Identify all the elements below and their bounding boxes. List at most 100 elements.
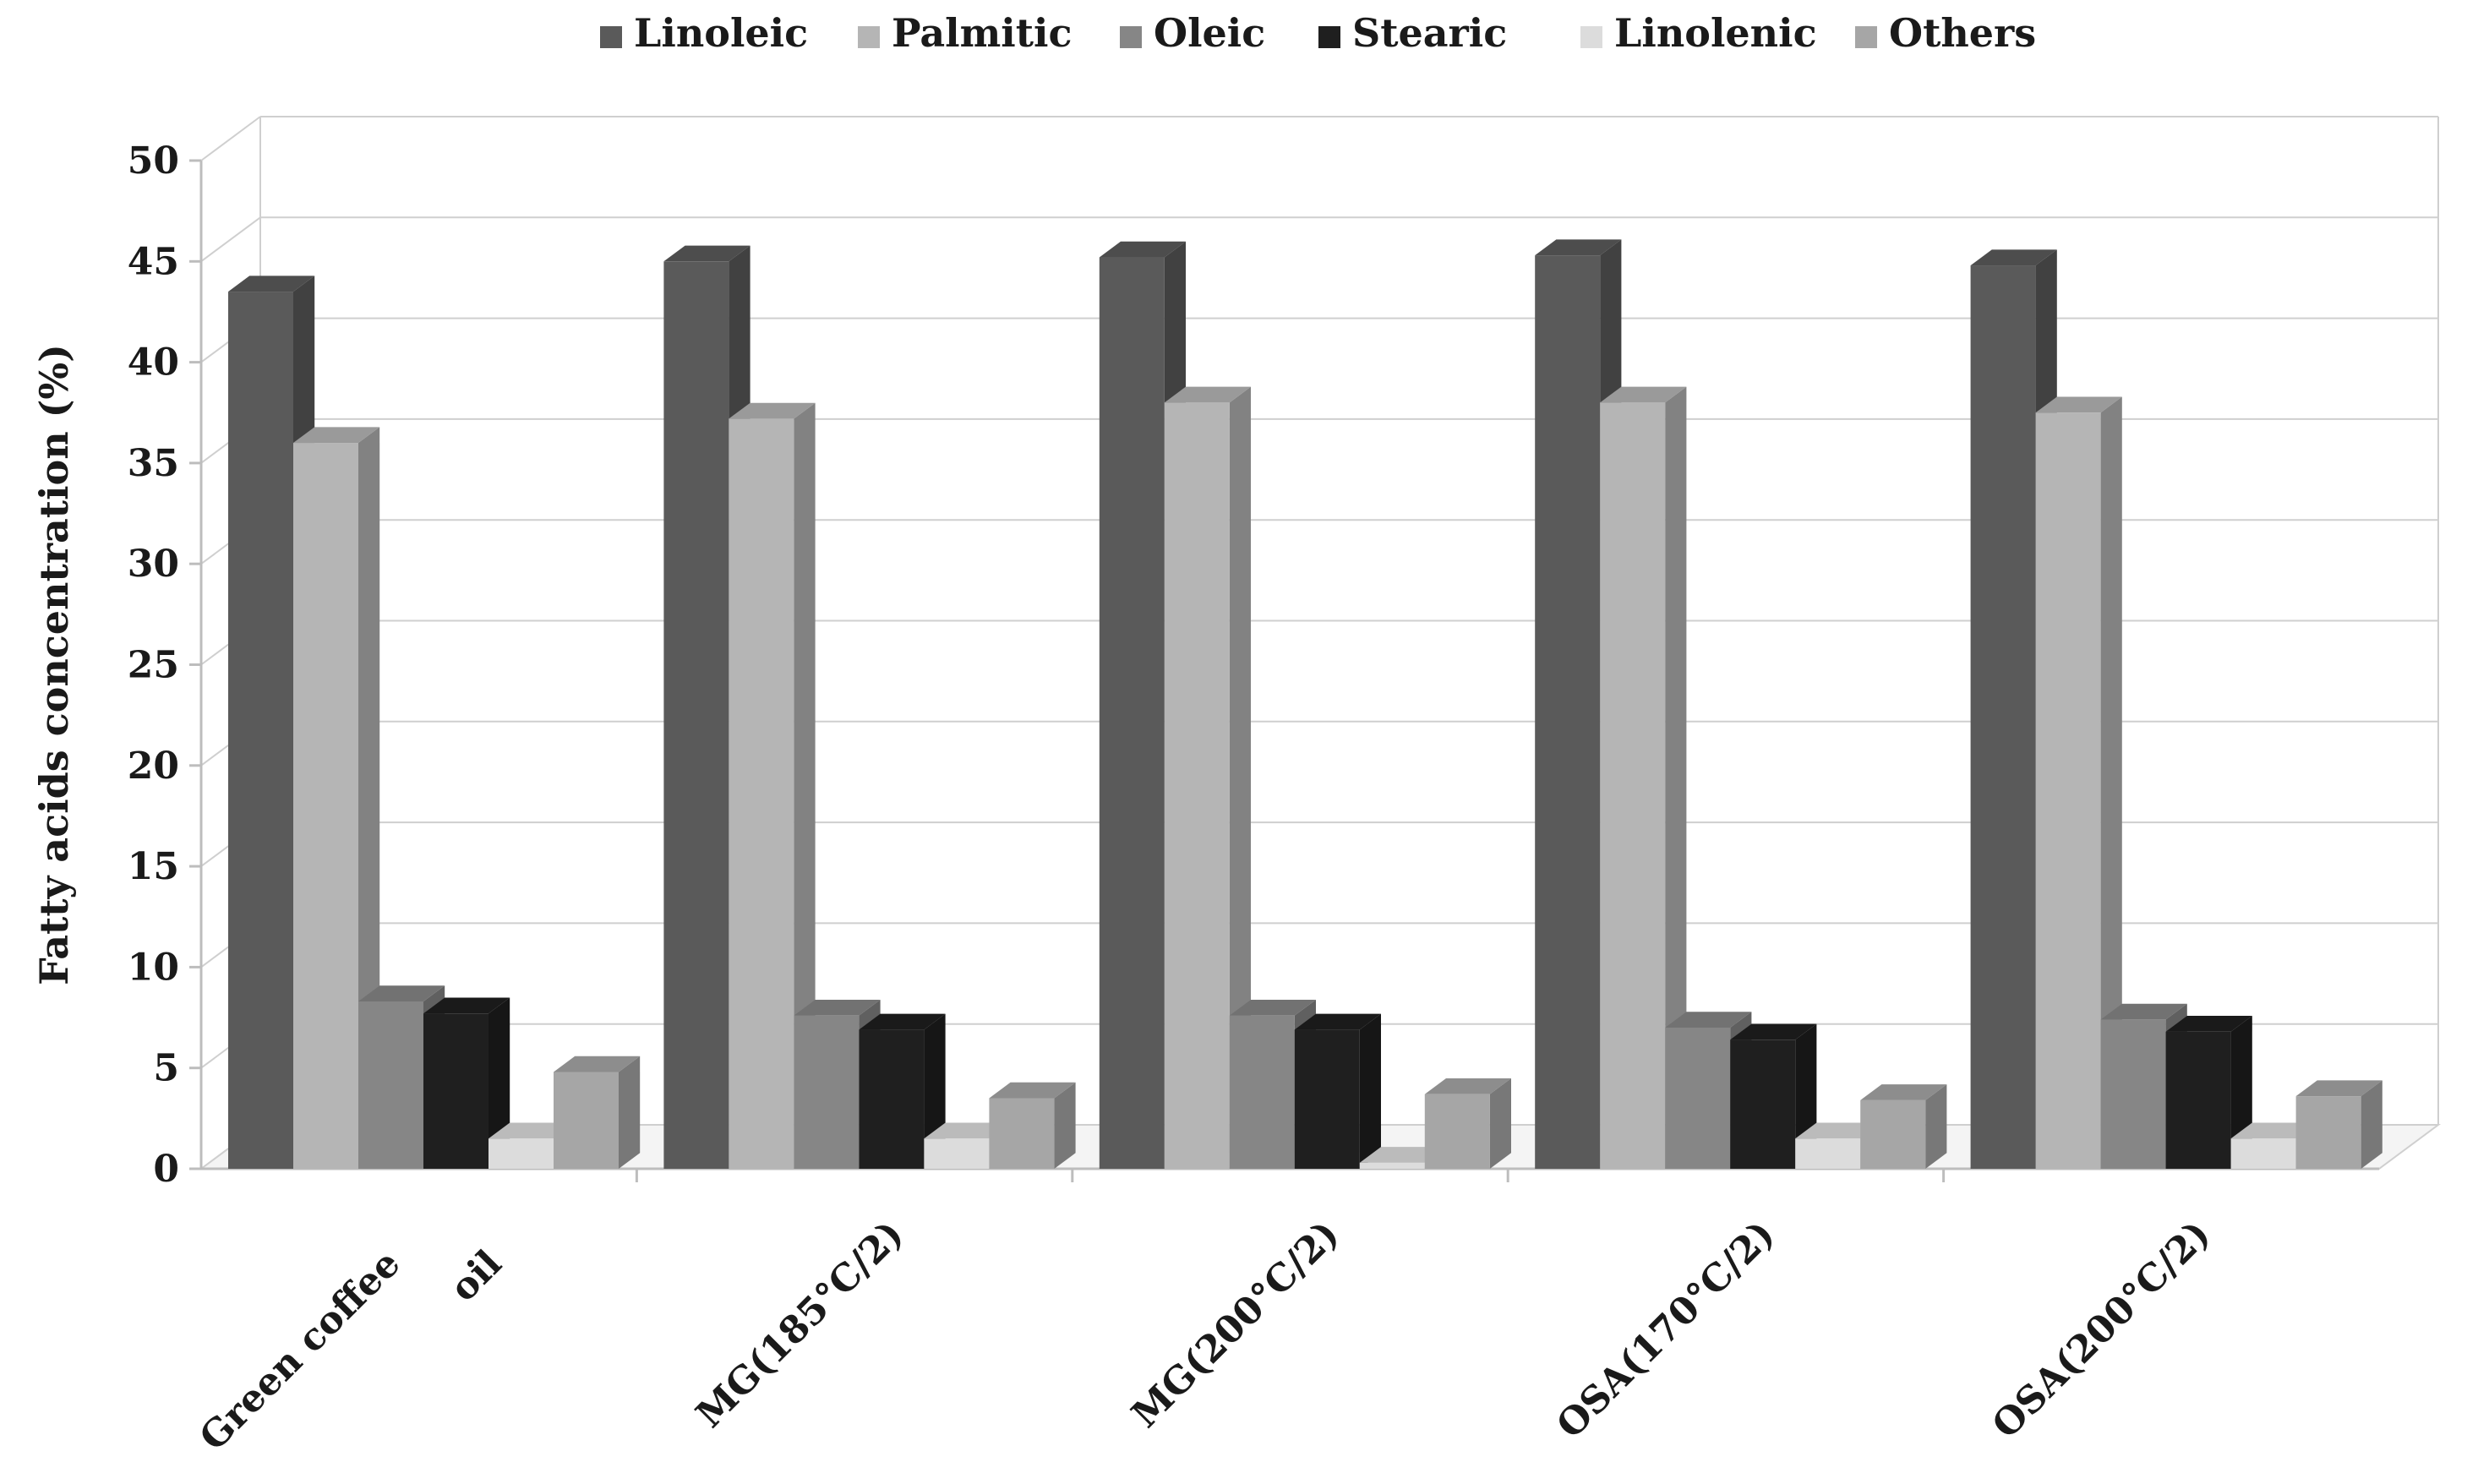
- bar-top: [1860, 1084, 1947, 1100]
- bar-top: [1970, 249, 2057, 266]
- bar-top: [859, 1013, 946, 1030]
- bar-top: [1164, 386, 1251, 403]
- bar-side: [1925, 1084, 1947, 1169]
- bar-side: [2100, 396, 2122, 1169]
- gridline-side: [200, 216, 261, 263]
- bar: [1229, 1015, 1295, 1169]
- bar: [489, 1138, 554, 1169]
- y-tick-label: 50: [128, 139, 179, 183]
- bar: [1860, 1099, 1926, 1169]
- x-category-label: oil: [442, 1242, 510, 1310]
- legend-label: Linolenic: [1614, 10, 1817, 56]
- bar: [989, 1098, 1055, 1169]
- bar: [2230, 1138, 2296, 1169]
- y-axis-title: Fatty acids concentration (%): [31, 344, 77, 985]
- bar-top: [2100, 1003, 2187, 1020]
- bar: [1164, 402, 1230, 1169]
- x-category-label: OSA(170°C/2): [1548, 1213, 1782, 1447]
- x-category-label: MG(200°C/2): [1123, 1213, 1347, 1437]
- bar-side: [358, 427, 380, 1169]
- bar-top: [794, 999, 881, 1016]
- bar-top: [1424, 1078, 1511, 1094]
- bar-top: [554, 1056, 641, 1072]
- bar-top: [1535, 239, 1622, 256]
- bar-side: [2361, 1080, 2382, 1169]
- bar: [729, 418, 794, 1170]
- bar-side: [1359, 1013, 1381, 1169]
- bar-top: [1359, 1147, 1446, 1163]
- bar-top: [1229, 999, 1316, 1016]
- bar-top: [924, 1122, 1011, 1139]
- legend-label: Oleic: [1154, 10, 1265, 56]
- bar-top: [1600, 386, 1687, 403]
- bar-side: [1489, 1078, 1511, 1169]
- bar: [1795, 1138, 1861, 1169]
- bar: [924, 1138, 990, 1169]
- bar: [2165, 1031, 2231, 1169]
- bar-top: [489, 1122, 576, 1139]
- bar: [228, 292, 293, 1170]
- bar-side: [794, 402, 816, 1169]
- bar-side: [1665, 386, 1687, 1170]
- legend-swatch: [1318, 26, 1340, 48]
- y-tick-label: 30: [128, 543, 179, 586]
- bar-side: [1054, 1082, 1076, 1169]
- legend-label: Stearic: [1352, 10, 1507, 56]
- bar: [1665, 1027, 1731, 1169]
- bar: [2035, 412, 2101, 1169]
- bar-top: [2230, 1122, 2317, 1139]
- bar-top: [989, 1082, 1076, 1099]
- bar-top: [1730, 1023, 1817, 1040]
- legend-swatch: [1855, 26, 1877, 48]
- gridline-side: [200, 116, 261, 161]
- legend-label: Linoleic: [634, 10, 808, 56]
- bar: [859, 1029, 925, 1169]
- bar-top: [1795, 1122, 1882, 1139]
- bar-side: [489, 997, 510, 1169]
- bar: [794, 1015, 860, 1169]
- y-tick-label: 40: [128, 341, 179, 385]
- legend-label: Palmitic: [892, 10, 1073, 56]
- y-tick-label: 15: [128, 845, 179, 888]
- legend-swatch: [1120, 26, 1142, 48]
- bar: [1294, 1029, 1360, 1169]
- y-tick-label: 45: [128, 240, 179, 283]
- bar-top: [729, 402, 816, 419]
- y-tick-label: 0: [153, 1148, 179, 1191]
- bar: [358, 1001, 423, 1169]
- bar-top: [1294, 1013, 1381, 1030]
- y-tick-label: 35: [128, 442, 179, 485]
- bar: [663, 261, 729, 1169]
- bar-top: [423, 997, 510, 1014]
- legend-swatch: [858, 26, 880, 48]
- bar-top: [2165, 1016, 2252, 1032]
- bar: [1535, 255, 1601, 1170]
- bar-top: [2035, 396, 2122, 413]
- bar: [1359, 1162, 1425, 1169]
- bar-top: [1665, 1012, 1752, 1028]
- bar: [293, 443, 358, 1169]
- legend-swatch: [600, 26, 622, 48]
- bar-top: [358, 985, 445, 1001]
- bar-top: [663, 245, 750, 262]
- bar-top: [1099, 241, 1186, 258]
- bar-side: [619, 1056, 641, 1169]
- legend-label: Others: [1889, 10, 2036, 56]
- bar: [1730, 1039, 1796, 1169]
- y-tick-label: 20: [128, 745, 179, 788]
- y-tick-label: 25: [128, 644, 179, 687]
- bar: [554, 1072, 619, 1169]
- bar: [1600, 402, 1666, 1169]
- y-tick-label: 5: [153, 1047, 179, 1090]
- bar: [423, 1013, 489, 1169]
- bar-side: [1229, 386, 1251, 1170]
- y-tick-label: 10: [128, 946, 179, 989]
- bar: [1099, 257, 1165, 1169]
- bar: [2100, 1019, 2166, 1169]
- x-category-label: MG(185°C/2): [688, 1213, 912, 1437]
- x-category-label: Green coffee: [192, 1242, 409, 1459]
- bar-top: [2295, 1080, 2382, 1097]
- bar-top: [293, 427, 380, 444]
